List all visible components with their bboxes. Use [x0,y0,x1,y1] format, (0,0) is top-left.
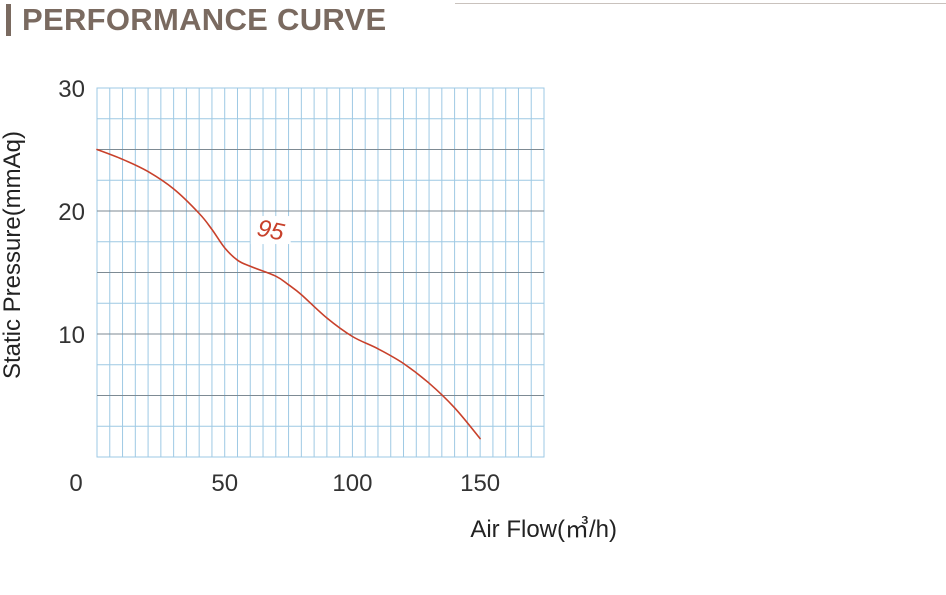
performance-chart: 10 20 30 0 50 100 150 95 Static Pressure(mmAq… [0,60,650,560]
y-tick-labels: 10 20 30 [58,76,85,349]
header: PERFORMANCE CURVE [0,0,946,40]
series-label-background [250,216,291,245]
series-line [96,148,481,440]
series-layer: 95 [96,148,481,440]
x-tick-labels: 0 50 100 150 [69,470,500,497]
x-tick-label: 100 [332,470,372,497]
x-tick-label: 50 [211,470,238,497]
y-tick-label: 10 [58,322,85,349]
x-axis-label: Air Flow(㎥/h) [470,516,617,543]
y-tick-label: 20 [58,199,85,226]
series-label: 95 [255,215,287,247]
header-accent-bar [6,4,11,36]
y-axis-label: Static Pressure(mmAq) [0,131,26,379]
x-tick-label: 150 [460,470,500,497]
header-divider [455,3,946,4]
chart-svg: 10 20 30 0 50 100 150 95 Static Pressure(mmAq… [0,76,617,543]
x-tick-label: 0 [69,470,82,497]
grid-major [97,87,544,396]
page-title: PERFORMANCE CURVE [22,2,387,37]
y-tick-label: 30 [58,76,85,103]
